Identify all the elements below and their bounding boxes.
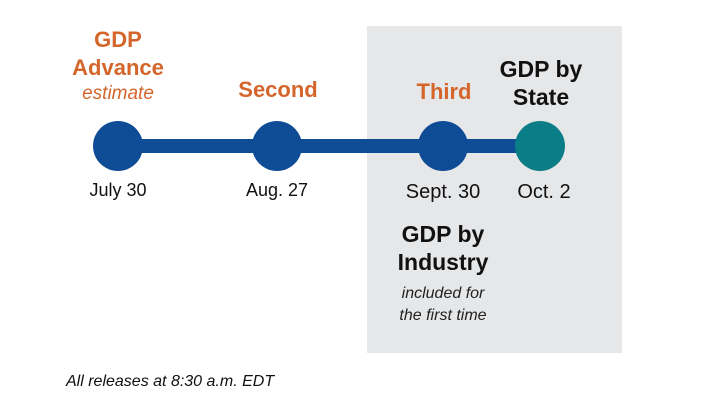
milestone-title: GDP bbox=[94, 27, 142, 52]
milestone-dot-state bbox=[515, 121, 565, 171]
industry-note-title: GDP by Industry bbox=[373, 220, 513, 276]
milestone-date: Sept. 30 bbox=[405, 181, 481, 203]
milestone-title: GDP by bbox=[499, 56, 583, 82]
industry-note-line: included for bbox=[401, 285, 485, 302]
milestone-date: July 30 bbox=[89, 180, 147, 200]
footer-note: All releases at 8:30 a.m. EDT bbox=[66, 373, 275, 390]
milestone-title: Advance bbox=[72, 55, 164, 80]
highlight-region bbox=[367, 26, 622, 353]
milestone-third-label: Third bbox=[416, 79, 472, 104]
milestone-date: Aug. 27 bbox=[245, 180, 309, 200]
industry-title: Industry bbox=[397, 249, 489, 275]
industry-title: GDP by bbox=[401, 221, 485, 247]
timeline-line bbox=[118, 139, 540, 153]
milestone-dot-second bbox=[252, 121, 302, 171]
milestone-dot-advance bbox=[93, 121, 143, 171]
milestone-date: Oct. 2 bbox=[517, 181, 571, 203]
milestone-subtitle: estimate bbox=[82, 83, 154, 104]
industry-note-line: the first time bbox=[399, 307, 487, 324]
milestone-second-label: Second bbox=[238, 77, 318, 102]
milestone-advance-label: GDP Advance estimate bbox=[58, 26, 178, 106]
milestone-state-label: GDP by State bbox=[481, 55, 601, 111]
industry-note-text: included for the first time bbox=[373, 283, 513, 327]
milestone-title: State bbox=[512, 84, 570, 110]
milestone-dot-third bbox=[418, 121, 468, 171]
